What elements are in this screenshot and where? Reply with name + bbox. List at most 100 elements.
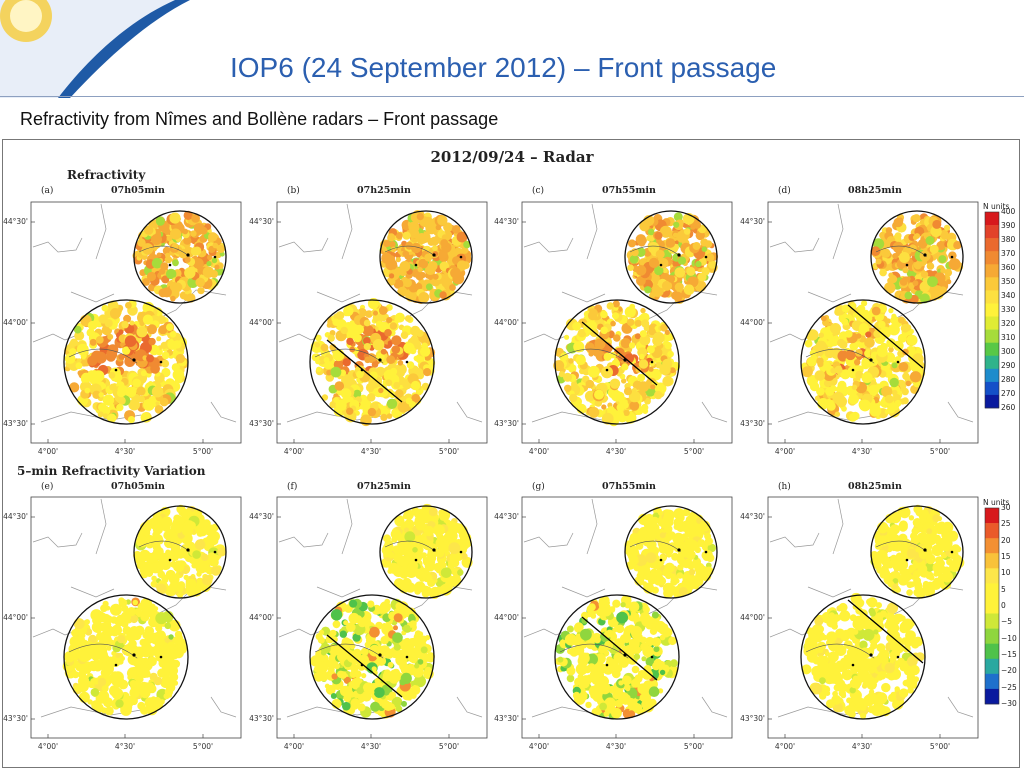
y-tick-label: 44°30' xyxy=(740,512,765,521)
panel-letter: (h) xyxy=(778,482,791,492)
radar-site-marker xyxy=(186,253,190,257)
radar-range-ring xyxy=(554,299,680,425)
colorbar-label: 290 xyxy=(1001,361,1016,370)
radar-range-ring xyxy=(800,299,926,425)
figure-title: 2012/09/24 – Radar xyxy=(430,148,594,166)
x-tick-label: 4°00' xyxy=(283,742,305,751)
radar-coverage-upper xyxy=(626,212,718,304)
radar-range-ring xyxy=(379,210,473,304)
panel-letter: (b) xyxy=(287,186,300,196)
colorbar-swatch xyxy=(985,303,999,317)
x-tick-label: 4°00' xyxy=(283,447,305,456)
front-line xyxy=(847,599,924,664)
colorbar-swatch xyxy=(985,583,999,599)
colorbar-swatch xyxy=(985,508,999,524)
radar-panel xyxy=(521,496,733,739)
colorbar-swatch xyxy=(985,394,999,409)
radar-coverage-lower xyxy=(62,597,188,716)
colorbar-swatch xyxy=(985,225,999,239)
panel-time: 07h25min xyxy=(357,185,411,196)
y-tick-label: 43°30' xyxy=(740,714,765,723)
radar-site-marker xyxy=(923,253,927,257)
x-tick-label: 4°30' xyxy=(605,742,627,751)
colorbar-label: 390 xyxy=(1001,221,1016,230)
radar-site-marker xyxy=(432,253,436,257)
radar-range-ring xyxy=(63,594,189,720)
colorbar-swatch xyxy=(985,613,999,629)
y-tick-label: 44°00' xyxy=(494,318,519,327)
colorbar-swatch xyxy=(985,355,999,370)
x-tick-label: 4°00' xyxy=(528,742,550,751)
panel-letter: (g) xyxy=(532,482,545,492)
y-tick-label: 44°00' xyxy=(249,318,274,327)
colorbar-swatch xyxy=(985,264,999,278)
y-tick-label: 44°30' xyxy=(3,217,28,226)
colorbar-label: 400 xyxy=(1001,207,1016,216)
x-tick-label: 4°30' xyxy=(114,742,136,751)
colorbar-label: 270 xyxy=(1001,389,1016,398)
radar-figure: 2012/09/24 – Radar Refractivity 44°30' 44°… xyxy=(2,139,1020,768)
x-tick-label: 4°30' xyxy=(360,742,382,751)
header-divider xyxy=(0,96,1024,97)
row-title: 5–min Refractivity Variation xyxy=(17,464,206,478)
colorbar-label: 20 xyxy=(1001,535,1011,545)
radar-site-marker xyxy=(869,358,873,362)
colorbar-swatch xyxy=(985,212,999,226)
colorbar-title: N units xyxy=(983,202,1010,211)
radar-site-marker xyxy=(132,653,136,657)
radar-panel xyxy=(30,201,242,444)
y-tick-label: 43°30' xyxy=(494,419,519,428)
radar-coverage-lower xyxy=(801,592,925,720)
x-tick-label: 4°30' xyxy=(360,447,382,456)
y-tick-label: 43°30' xyxy=(3,419,28,428)
radar-site-marker xyxy=(186,548,190,552)
radar-coverage-upper xyxy=(132,210,226,303)
x-tick-label: 4°30' xyxy=(851,742,873,751)
panel-time: 07h05min xyxy=(111,185,165,196)
y-tick-label: 43°30' xyxy=(249,714,274,723)
row-title: Refractivity xyxy=(67,168,146,182)
radar-figure-canvas xyxy=(30,201,1000,739)
colorbar-label: −25 xyxy=(1001,682,1017,692)
radar-range-ring xyxy=(870,505,964,599)
radar-coverage-upper xyxy=(870,213,964,305)
x-tick-label: 4°30' xyxy=(114,447,136,456)
colorbar-swatch xyxy=(985,553,999,569)
radar-range-ring xyxy=(309,594,435,720)
radar-range-ring xyxy=(63,299,189,425)
y-tick-label: 44°00' xyxy=(3,318,28,327)
radar-range-ring xyxy=(554,594,680,720)
x-tick-label: 4°00' xyxy=(528,447,550,456)
y-tick-label: 44°30' xyxy=(249,217,274,226)
x-tick-label: 5°00' xyxy=(683,742,705,751)
radar-range-ring xyxy=(624,210,718,304)
colorbar-swatch xyxy=(985,238,999,252)
colorbar-swatch xyxy=(985,277,999,291)
x-tick-label: 4°00' xyxy=(774,742,796,751)
colorbar-swatch xyxy=(985,673,999,690)
radar-coverage-lower xyxy=(310,598,435,719)
radar-range-ring xyxy=(800,594,926,720)
colorbar xyxy=(984,507,1000,705)
radar-coverage-upper xyxy=(379,210,472,304)
colorbar-label: 25 xyxy=(1001,519,1011,529)
radar-range-ring xyxy=(133,210,227,304)
x-tick-label: 4°00' xyxy=(37,447,59,456)
x-tick-label: 5°00' xyxy=(438,447,460,456)
colorbar-swatch xyxy=(985,316,999,330)
colorbar-label: 350 xyxy=(1001,277,1016,286)
radar-coverage-lower xyxy=(555,595,679,720)
radar-coverage-lower xyxy=(64,299,189,424)
radar-range-ring xyxy=(309,299,435,425)
colorbar-label: −5 xyxy=(1001,617,1013,627)
radar-panel xyxy=(30,496,242,739)
panel-time: 08h25min xyxy=(848,185,902,196)
y-tick-label: 44°30' xyxy=(740,217,765,226)
front-line xyxy=(326,634,403,698)
x-tick-label: 4°30' xyxy=(851,447,873,456)
radar-site-marker xyxy=(432,548,436,552)
colorbar xyxy=(984,211,1000,409)
y-tick-label: 43°30' xyxy=(249,419,274,428)
colorbar-swatch xyxy=(985,342,999,357)
colorbar-label: 10 xyxy=(1001,568,1011,578)
